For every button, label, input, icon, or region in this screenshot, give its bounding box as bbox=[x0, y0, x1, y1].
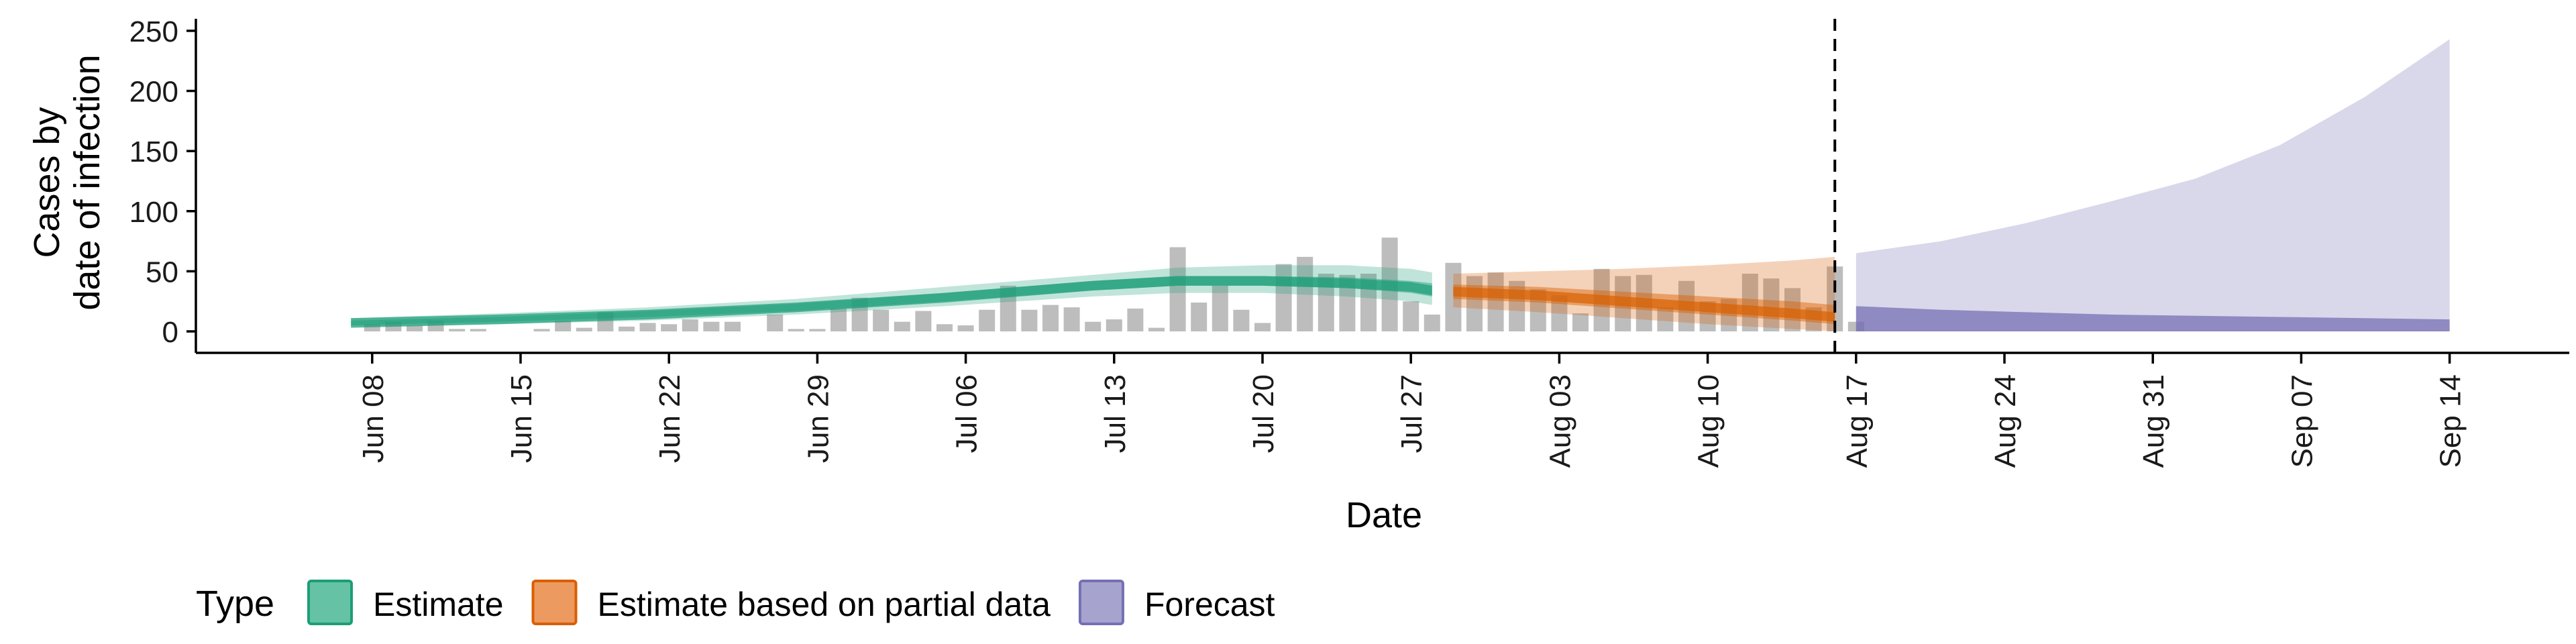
observed-bar bbox=[788, 329, 804, 331]
x-ticks: Jun 08 Jun 15 Jun 22 Jun 29 Jul 06 Jul 13 Jul … bbox=[357, 353, 2467, 468]
x-tick-label: Sep 14 bbox=[2434, 374, 2467, 468]
observed-bar bbox=[639, 323, 656, 331]
observed-bar bbox=[1509, 280, 1525, 331]
observed-bar bbox=[1297, 256, 1313, 331]
legend-label-2: Forecast bbox=[1144, 586, 1275, 623]
observed-bar bbox=[533, 329, 550, 331]
observed-bar bbox=[894, 321, 910, 331]
observed-bar bbox=[1657, 307, 1674, 331]
observed-bar bbox=[555, 320, 572, 331]
y-axis-title-line2: date of infection bbox=[67, 54, 107, 310]
legend-key-2 bbox=[1078, 580, 1124, 625]
observed-bar bbox=[1021, 309, 1038, 331]
observed-bar bbox=[1403, 301, 1419, 331]
x-tick-label: Jun 08 bbox=[357, 374, 390, 463]
observed-bar bbox=[1148, 327, 1165, 331]
observed-bar bbox=[1063, 307, 1080, 331]
estimate-median-band bbox=[351, 276, 1432, 328]
observed-bar bbox=[936, 324, 953, 331]
observed-bar bbox=[1042, 305, 1059, 331]
ribbons bbox=[351, 39, 2450, 331]
y-tick-label: 150 bbox=[129, 136, 178, 168]
x-tick-label: Aug 10 bbox=[1693, 374, 1725, 468]
y-tick-label: 200 bbox=[129, 76, 178, 109]
observed-bar bbox=[809, 329, 826, 331]
legend-key-0 bbox=[307, 580, 353, 625]
observed-bar bbox=[1741, 273, 1758, 331]
observed-bar bbox=[1233, 309, 1250, 331]
y-tick-label: 250 bbox=[129, 15, 178, 48]
observed-bar bbox=[873, 309, 890, 331]
y-tick-label: 50 bbox=[146, 256, 178, 288]
observed-bar bbox=[1275, 264, 1292, 331]
observed-bar bbox=[1487, 272, 1504, 331]
observed-bar bbox=[406, 325, 423, 331]
x-tick-label: Jun 29 bbox=[802, 374, 835, 463]
x-tick-label: Jun 22 bbox=[653, 374, 686, 463]
observed-bar bbox=[1763, 278, 1780, 331]
observed-bar bbox=[1169, 247, 1186, 331]
x-tick-label: Aug 03 bbox=[1544, 374, 1576, 468]
estimate-based-on-partial-data-median-band bbox=[1453, 286, 1835, 322]
observed-bar bbox=[576, 327, 592, 331]
legend-key-1 bbox=[531, 580, 578, 625]
observed-bar bbox=[830, 308, 847, 331]
observed-bar bbox=[979, 309, 996, 331]
y-tick-label: 0 bbox=[162, 316, 178, 349]
observed-bar bbox=[767, 314, 784, 331]
y-tick-label: 100 bbox=[129, 196, 178, 229]
observed-bar bbox=[470, 329, 486, 331]
observed-bar bbox=[957, 325, 974, 331]
observed-bar bbox=[1424, 314, 1440, 331]
legend-title: Type bbox=[196, 584, 274, 624]
legend: Type Estimate Estimate based on partial d… bbox=[196, 580, 1275, 625]
x-tick-label: Aug 24 bbox=[1989, 374, 2022, 468]
x-tick-label: Jul 13 bbox=[1099, 374, 1132, 453]
observed-bar bbox=[1445, 262, 1462, 331]
observed-bar bbox=[703, 321, 720, 331]
observed-bar bbox=[661, 324, 678, 331]
observed-bar bbox=[1466, 276, 1483, 331]
observed-bar bbox=[1085, 321, 1102, 331]
x-tick-label: Jul 06 bbox=[951, 374, 983, 453]
axes bbox=[195, 19, 2569, 354]
observed-bar bbox=[364, 324, 380, 331]
observed-bar bbox=[618, 326, 635, 331]
x-tick-label: Sep 07 bbox=[2286, 374, 2318, 468]
observed-bar bbox=[915, 311, 932, 331]
forecast-90-band bbox=[1856, 39, 2450, 331]
observed-bar bbox=[1191, 302, 1208, 331]
legend-label-0: Estimate bbox=[373, 586, 504, 623]
x-tick-label: Aug 17 bbox=[1841, 374, 1874, 468]
observed-bar bbox=[1572, 313, 1589, 331]
x-tick-label: Jun 15 bbox=[505, 374, 538, 463]
y-axis-title-line1: Cases by bbox=[27, 107, 67, 258]
observed-bar bbox=[449, 329, 466, 331]
observed-bar bbox=[682, 319, 698, 331]
legend-label-1: Estimate based on partial data bbox=[598, 586, 1051, 623]
forecast-50-band bbox=[1856, 306, 2450, 331]
observed-bar bbox=[724, 321, 741, 331]
x-tick-label: Aug 31 bbox=[2137, 374, 2170, 468]
observed-bar bbox=[1127, 308, 1144, 331]
y-ticks: 0 50 100 150 200 250 bbox=[129, 15, 196, 349]
x-axis-title: Date bbox=[1346, 495, 1422, 535]
observed-bar bbox=[1106, 319, 1122, 331]
observed-bar bbox=[1212, 285, 1228, 331]
x-tick-label: Jul 20 bbox=[1247, 374, 1280, 453]
x-tick-label: Jul 27 bbox=[1395, 374, 1428, 453]
observed-bar bbox=[1254, 323, 1271, 331]
